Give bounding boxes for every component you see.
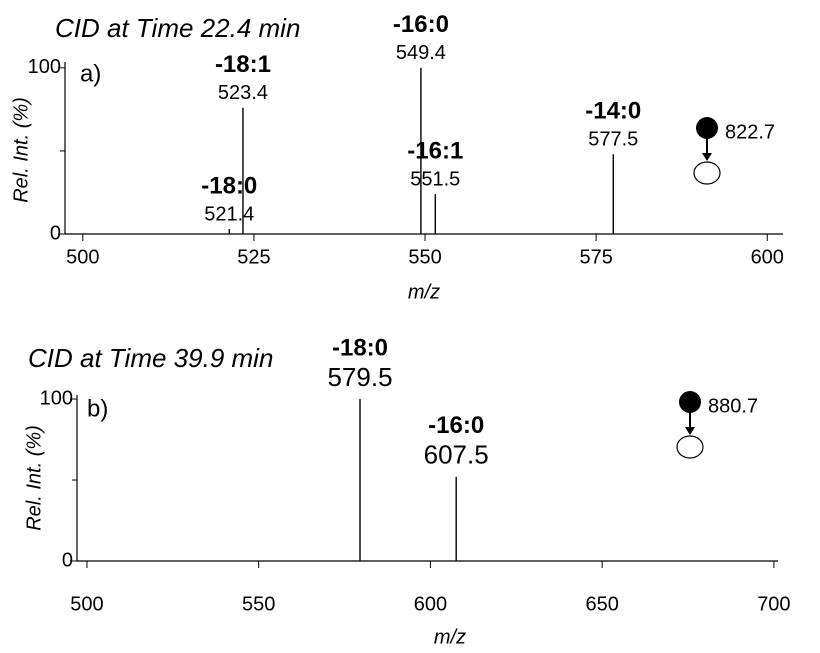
precursor-open [693, 161, 721, 185]
precursor-label: 822.7 [725, 121, 775, 143]
panel-label: a) [80, 60, 101, 87]
peak-name-label: -16:0 [393, 11, 449, 38]
precursor-arrowhead [702, 153, 712, 161]
y-tick-label: 100 [40, 387, 73, 409]
peak-name-label: -18:1 [215, 51, 271, 78]
x-tick-label: 550 [408, 246, 441, 268]
precursor-filled [696, 117, 718, 139]
y-tick-label: 0 [50, 222, 61, 244]
precursor-arrowhead [685, 427, 695, 435]
x-tick-label: 575 [579, 246, 612, 268]
y-axis-label: Rel. Int. (%) [10, 97, 32, 203]
peak-mz-label: 607.5 [424, 440, 489, 470]
x-tick-label: 600 [751, 246, 784, 268]
x-axis-label: m/z [408, 281, 440, 303]
peak-mz-label: 549.4 [396, 42, 446, 64]
peak-name-label: -14:0 [585, 98, 641, 125]
precursor-label: 880.7 [708, 395, 758, 417]
peak-mz-label: 523.4 [218, 82, 268, 104]
x-tick-label: 600 [414, 593, 447, 615]
chart-title: CID at Time 22.4 min [55, 13, 300, 43]
x-tick-label: 500 [70, 593, 103, 615]
x-axis-label: m/z [434, 626, 466, 648]
chart-title: CID at Time 39.9 min [28, 343, 273, 373]
y-axis-label: Rel. Int. (%) [23, 425, 45, 531]
peak-mz-label: 521.4 [204, 203, 254, 225]
precursor-filled [679, 391, 701, 413]
x-tick-label: 550 [242, 593, 275, 615]
y-tick-label: 100 [28, 56, 61, 78]
peak-mz-label: 577.5 [588, 129, 638, 151]
x-tick-label: 650 [585, 593, 618, 615]
precursor-open [676, 435, 704, 459]
peak-name-label: -16:0 [428, 412, 484, 439]
peak-name-label: -18:0 [332, 334, 388, 361]
y-tick-label: 0 [62, 549, 73, 571]
peak-mz-label: 551.5 [410, 168, 460, 190]
peak-mz-label: 579.5 [327, 362, 392, 392]
peak-name-label: -18:0 [201, 172, 257, 199]
panel-label: b) [87, 395, 108, 422]
x-tick-label: 700 [757, 593, 790, 615]
x-tick-label: 525 [237, 246, 270, 268]
peak-name-label: -16:1 [407, 137, 463, 164]
x-tick-label: 500 [66, 246, 99, 268]
